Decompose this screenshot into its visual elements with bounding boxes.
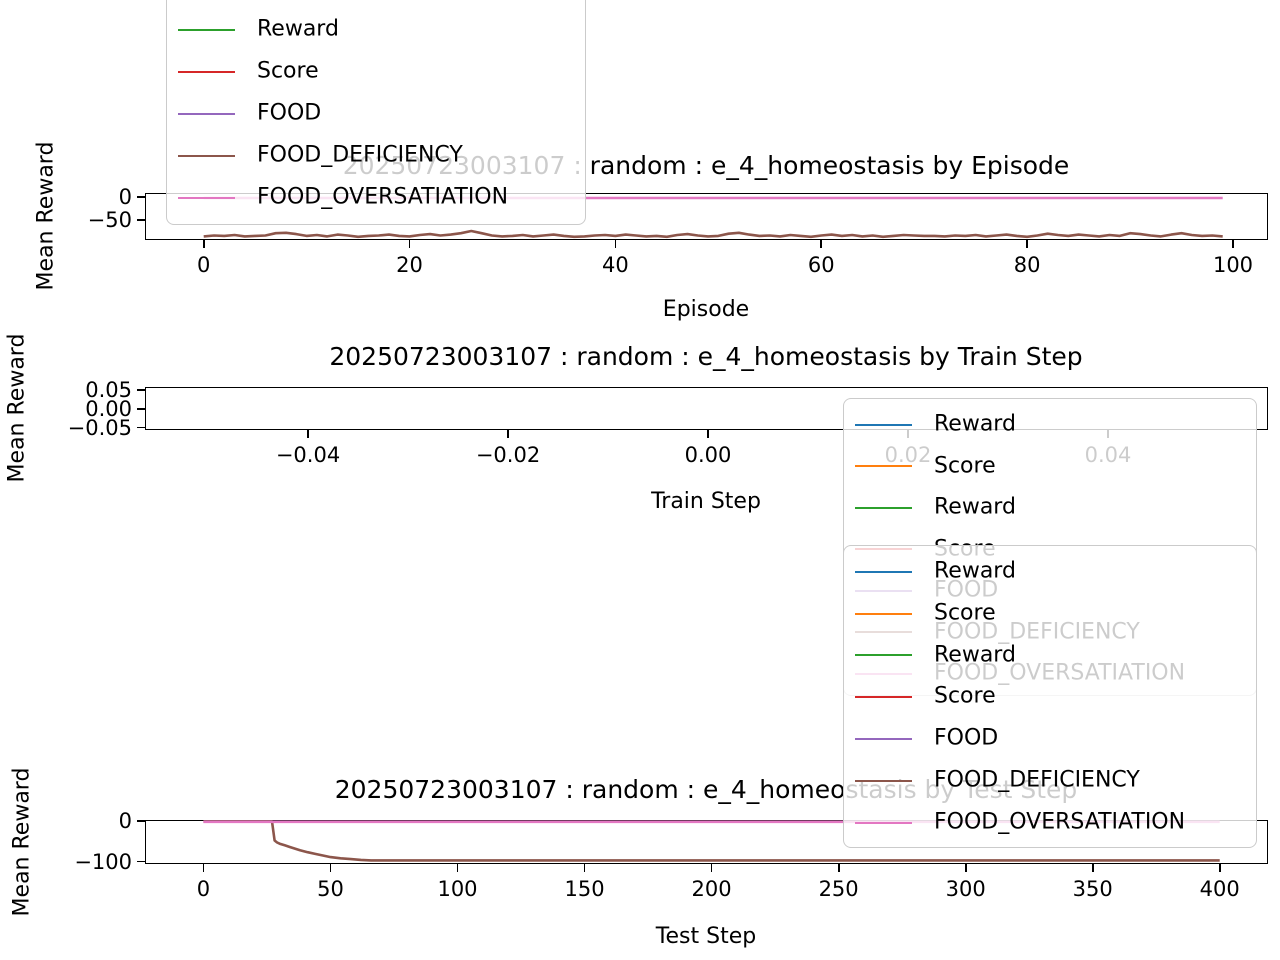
x-tick-label: −0.02 [475, 443, 541, 467]
x-tick-label: 100 [1212, 253, 1254, 277]
legend-label: Score [934, 683, 996, 709]
y-tick-mark [137, 820, 145, 822]
y-tick-mark [137, 389, 145, 391]
x-tick-label: 350 [1072, 877, 1113, 901]
x-tick-mark [329, 864, 332, 872]
y-tick-mark [137, 860, 145, 863]
y-tick-mark [137, 218, 145, 221]
x-tick-label: 0.00 [684, 443, 732, 467]
y-tick-mark [137, 426, 145, 429]
legend-label: Reward [934, 494, 1016, 520]
legend-line-swatch [178, 112, 235, 115]
x-tick-label: 20 [396, 253, 423, 277]
x-tick-mark [202, 240, 205, 248]
x-tick-mark [583, 864, 586, 872]
x-tick-mark [837, 864, 840, 872]
subplot-train-step-xlabel: Train Step [651, 489, 761, 514]
legend-label: Score [934, 600, 996, 626]
x-tick-mark [614, 240, 617, 248]
subplot-episode-xlabel: Episode [662, 297, 750, 322]
x-tick-mark [1026, 240, 1029, 248]
legend-label: FOOD [257, 100, 322, 126]
x-tick-mark [456, 864, 459, 872]
x-tick-label: 0 [196, 253, 211, 277]
x-tick-label: 100 [437, 877, 478, 901]
x-tick-mark [820, 240, 823, 248]
y-tick-mark [137, 407, 145, 410]
x-tick-label: 300 [945, 877, 986, 901]
y-tick-label: 0.00 [85, 396, 132, 421]
x-tick-label: 60 [807, 253, 835, 277]
x-tick-mark [408, 240, 411, 248]
legend-line-swatch [855, 465, 912, 468]
legend-line-swatch [855, 423, 912, 426]
legend-label: Score [257, 58, 319, 84]
subplot-test-step-xlabel: Test Step [655, 924, 757, 949]
y-tick-label: 0 [118, 809, 132, 833]
y-tick-label: −100 [74, 849, 132, 874]
x-tick-mark [307, 430, 309, 438]
legend-line-swatch [178, 70, 235, 73]
subplot-train-step-title: 20250723003107 : random : e_4_homeostasi… [329, 342, 1083, 371]
y-tick-label: 0.05 [85, 377, 132, 402]
legend-test-step: Reward Score Reward Score FOOD FOOD_DEFICIENC… [843, 545, 1257, 848]
x-tick-label: −0.04 [275, 443, 341, 467]
y-tick-label: −0.05 [67, 415, 132, 440]
legend-label: Score [934, 452, 996, 478]
x-tick-mark [1232, 240, 1234, 248]
legend-line-swatch [855, 612, 912, 615]
x-tick-label: 200 [691, 877, 732, 901]
y-tick-mark [137, 196, 145, 198]
legend-line-swatch [855, 696, 912, 699]
legend-line-swatch [178, 196, 235, 199]
subplot-train-step-ylabel: Mean Reward [4, 333, 30, 483]
legend-label: Reward [934, 411, 1016, 437]
legend-label: Reward [934, 641, 1016, 667]
x-tick-label: 0 [196, 877, 211, 901]
x-tick-label: 150 [564, 877, 605, 901]
x-tick-label: 40 [602, 253, 629, 277]
legend-label: Reward [257, 16, 339, 42]
legend-line-swatch [855, 506, 912, 509]
legend-label: FOOD_DEFICIENCY [257, 142, 463, 168]
x-tick-mark [707, 430, 709, 438]
legend-line-swatch [855, 821, 912, 824]
legend-line-swatch [855, 570, 912, 573]
x-tick-label: 80 [1013, 253, 1041, 277]
legend-line-swatch [178, 28, 235, 31]
y-tick-label: 0 [118, 185, 132, 210]
legend-label: Reward [934, 558, 1016, 584]
legend-label: FOOD_OVERSATIATION [257, 184, 509, 210]
legend-label: FOOD_DEFICIENCY [934, 767, 1140, 793]
legend-label: FOOD_OVERSATIATION [934, 809, 1186, 835]
x-tick-mark [507, 430, 509, 438]
x-tick-mark [202, 864, 205, 872]
subplot-test-step-ylabel: Mean Reward [9, 767, 35, 917]
y-tick-label: −50 [87, 207, 132, 232]
x-tick-mark [1218, 864, 1221, 872]
legend-label: FOOD [934, 725, 999, 751]
legend-line-swatch [178, 154, 235, 157]
x-tick-label: 50 [317, 877, 344, 901]
x-tick-mark [1091, 864, 1094, 872]
legend-episode: Reward Score FOOD FOOD_DEFICIENCY FOOD_OVERS… [166, 0, 586, 225]
subplot-episode-ylabel: Mean Reward [33, 141, 59, 291]
legend-line-swatch [855, 654, 912, 657]
x-tick-mark [710, 864, 713, 872]
legend-line-swatch [855, 737, 912, 740]
x-tick-mark [964, 864, 967, 872]
x-tick-label: 250 [818, 877, 859, 901]
legend-line-swatch [855, 779, 912, 782]
x-tick-label: 400 [1199, 877, 1240, 901]
